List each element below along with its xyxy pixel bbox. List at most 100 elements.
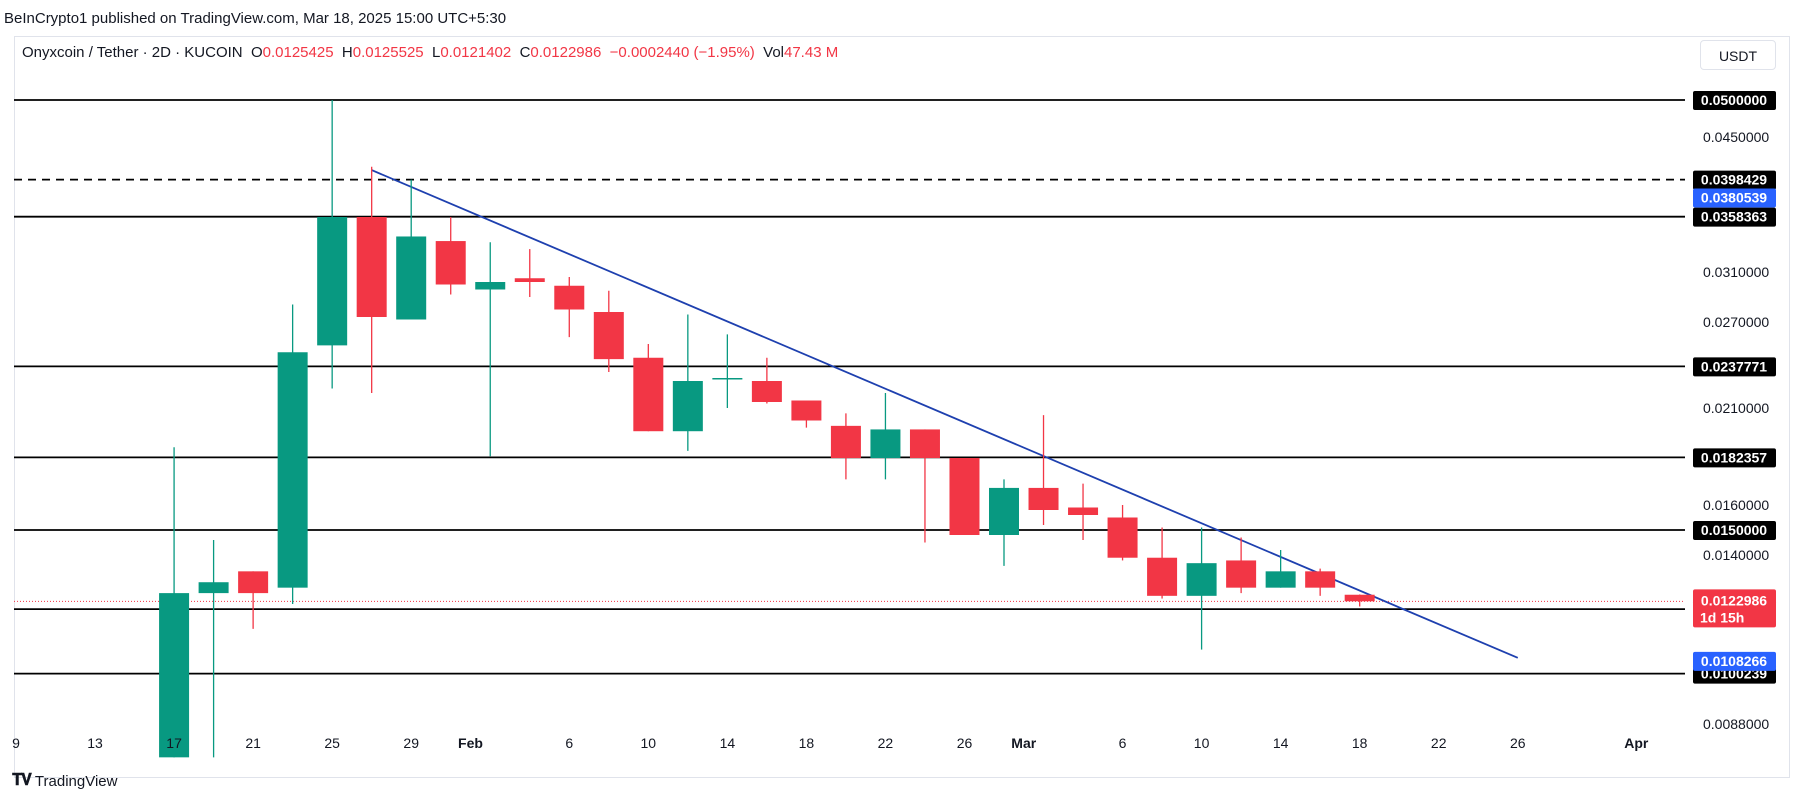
- x-tick-label: 26: [957, 735, 973, 751]
- price-tag-label: 0.0108266: [1701, 653, 1767, 669]
- close-label: C: [519, 44, 531, 61]
- candle-body: [317, 217, 348, 346]
- candle-body: [870, 429, 901, 458]
- price-tag: [1693, 651, 1776, 671]
- x-tick-label: 6: [565, 735, 573, 751]
- x-tick-label: Mar: [1011, 735, 1036, 751]
- x-tick-label: 25: [324, 735, 340, 751]
- candle-body: [435, 241, 466, 285]
- close-value: 0.0122986: [530, 44, 602, 61]
- price-tag: [1693, 170, 1776, 190]
- currency-button[interactable]: USDT: [1700, 40, 1776, 70]
- countdown-label: 1d 15h: [1700, 609, 1744, 625]
- price-tag-label: 0.0182357: [1701, 449, 1767, 465]
- candle-body: [1147, 557, 1178, 596]
- x-tick-label: 14: [1273, 735, 1289, 751]
- trendline-layer: [371, 169, 1519, 659]
- high-value: 0.0125525: [352, 44, 424, 61]
- y-tick-label: 0.0160000: [1703, 497, 1769, 513]
- candle-body: [672, 381, 703, 432]
- price-tag: [1693, 188, 1776, 208]
- candle-body: [1305, 571, 1336, 588]
- volume-value: 47.43 M: [784, 44, 839, 61]
- candles: [159, 100, 1375, 758]
- candle-body: [198, 582, 229, 594]
- candle-body: [593, 312, 624, 360]
- y-tick-label: 0.0310000: [1703, 264, 1769, 280]
- x-tick-label: 14: [720, 735, 736, 751]
- open-value: 0.0125425: [262, 44, 334, 61]
- x-tick-label: 13: [87, 735, 103, 751]
- y-tick-label: 0.0450000: [1703, 129, 1769, 145]
- x-tick-label: 18: [1352, 735, 1368, 751]
- y-tick-label: 0.0210000: [1703, 400, 1769, 416]
- x-tick-label: Apr: [1624, 735, 1649, 751]
- x-tick-label: 17: [166, 735, 182, 751]
- candle-body: [475, 282, 506, 290]
- x-tick-label: 6: [1119, 735, 1127, 751]
- price-tag-label: 0.0150000: [1701, 522, 1767, 538]
- publisher-caption: BeInCrypto1 published on TradingView.com…: [4, 10, 507, 27]
- change-value: −0.0002440 (−1.95%): [609, 44, 755, 61]
- high-label: H: [341, 44, 353, 61]
- candle-body: [712, 378, 743, 380]
- y-tick-label: 0.0140000: [1703, 547, 1769, 563]
- candle-body: [989, 487, 1019, 535]
- trendline: [371, 169, 1519, 659]
- symbol-title[interactable]: Onyxcoin / Tether · 2D · KUCOIN: [22, 44, 243, 61]
- volume-label: Vol: [763, 44, 784, 61]
- candle-body: [396, 236, 427, 320]
- price-tags: 0.0500000 0.0398429 0.0358363 0.0237771 0.01…: [1693, 91, 1776, 684]
- x-axis[interactable]: 9 13 17 21 25 29 Feb 6 10 14 18 22 26 Mar 6 10 14 18 22 26 A…: [12, 735, 1649, 751]
- y-tick-label: 0.0088000: [1703, 716, 1769, 732]
- candle-body: [1028, 487, 1059, 510]
- x-tick-label: Feb: [458, 735, 483, 751]
- candle-body: [1344, 594, 1375, 602]
- current-price-tag: [1693, 589, 1776, 628]
- x-tick-label: 22: [1431, 735, 1447, 751]
- x-tick-label: 22: [878, 735, 894, 751]
- candle-body: [830, 425, 861, 458]
- candle-body: [277, 352, 308, 588]
- candle-body: [356, 217, 387, 317]
- price-tag: [1693, 521, 1776, 540]
- low-label: L: [431, 44, 441, 61]
- x-tick-label: 10: [1194, 735, 1210, 751]
- price-tag: [1693, 207, 1776, 227]
- candle-body: [1265, 571, 1296, 588]
- candle-body: [633, 357, 664, 432]
- x-tick-label: 18: [799, 735, 815, 751]
- x-tick-label: 10: [641, 735, 657, 751]
- chart-frame: [14, 36, 1790, 778]
- candle-body: [791, 400, 822, 421]
- tradingview-logo-icon: 𝐓𝐕: [12, 772, 32, 789]
- x-tick-label: 26: [1510, 735, 1526, 751]
- candle-body: [1186, 563, 1217, 596]
- ohlc-legend: Onyxcoin / Tether · 2D · KUCOIN O0.01254…: [22, 44, 838, 61]
- price-tag: [1693, 448, 1776, 468]
- candle-body: [1107, 517, 1138, 558]
- x-tick-label: 29: [403, 735, 419, 751]
- candle-body: [514, 278, 545, 282]
- y-axis[interactable]: 0.0450000 0.0310000 0.0270000 0.0210000 0.01…: [1703, 129, 1769, 732]
- price-tag-label: 0.0380539: [1701, 189, 1767, 205]
- candle-body: [159, 593, 190, 758]
- x-tick-label: 9: [12, 735, 20, 751]
- candle-body: [238, 571, 269, 594]
- open-label: O: [250, 44, 263, 61]
- price-tag-label: 0.0237771: [1701, 358, 1767, 374]
- tradingview-logo[interactable]: 𝐓𝐕 TradingView: [12, 772, 117, 790]
- price-tag-label: 0.0398429: [1701, 172, 1767, 188]
- tradingview-brand: TradingView: [34, 772, 118, 790]
- price-tag-label: 0.0500000: [1701, 92, 1767, 108]
- price-tag: [1693, 91, 1776, 110]
- y-tick-label: 0.0270000: [1703, 314, 1769, 330]
- low-value: 0.0121402: [440, 44, 512, 61]
- candle-body: [909, 429, 940, 458]
- candle-body: [751, 381, 782, 402]
- price-tag: [1693, 357, 1776, 377]
- candle-body: [554, 285, 585, 310]
- current-price-label: 0.0122986: [1701, 592, 1767, 608]
- price-tag-label: 0.0358363: [1701, 209, 1767, 225]
